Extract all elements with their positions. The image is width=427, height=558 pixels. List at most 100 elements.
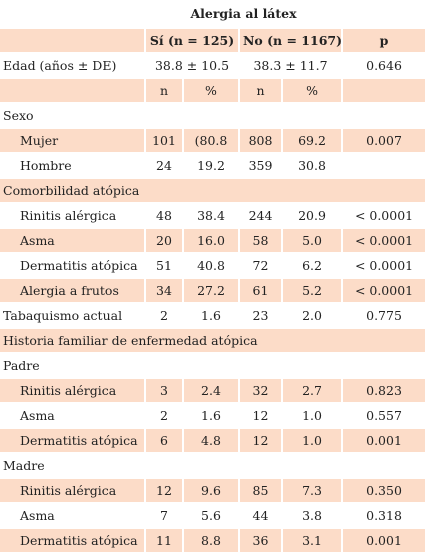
units-row: n % n %	[0, 79, 427, 104]
cell-pct-si: 4.8	[184, 429, 240, 454]
table-row: Edad (años ± DE) 38.8 ± 10.5 38.3 ± 11.7…	[0, 54, 427, 79]
table-row: Asma 2 1.6 12 1.0 0.557	[0, 404, 427, 429]
row-label: Hombre	[0, 154, 146, 179]
cell-n-no: 36	[240, 529, 283, 554]
row-label: Rinitis alérgica	[0, 204, 146, 229]
cell-pct-no: 1.0	[283, 404, 344, 429]
cell-p: 0.646	[343, 54, 427, 79]
cell-n-no: 12	[240, 404, 283, 429]
table-row: Dermatitis atópica 51 40.8 72 6.2 < 0.00…	[0, 254, 427, 279]
cell-n-no: 85	[240, 479, 283, 504]
cell-n-si: 12	[146, 479, 184, 504]
subsection-label: Madre	[0, 454, 427, 479]
row-label: Dermatitis atópica	[0, 429, 146, 454]
subsection-row: Padre	[0, 354, 427, 379]
header-p: p	[343, 29, 427, 54]
row-label: Dermatitis atópica	[0, 254, 146, 279]
cell-pct-no: 1.0	[283, 429, 344, 454]
cell-no: 38.3 ± 11.7	[240, 54, 344, 79]
table-row: Dermatitis atópica 6 4.8 12 1.0 0.001	[0, 429, 427, 454]
table-row: Asma 7 5.6 44 3.8 0.318	[0, 504, 427, 529]
section-row: Comorbilidad atópica	[0, 179, 427, 204]
cell-n-si: 34	[146, 279, 184, 304]
cell-n-no: 12	[240, 429, 283, 454]
unit-pct: %	[283, 79, 344, 104]
cell-pct-si: 5.6	[184, 504, 240, 529]
cell-pct-si: 1.6	[184, 304, 240, 329]
group-header-row: Sí (n = 125) No (n = 1167) p	[0, 29, 427, 54]
cell-n-si: 2	[146, 404, 184, 429]
cell-p	[343, 154, 427, 179]
row-label: Rinitis alérgica	[0, 379, 146, 404]
cell-n-no: 32	[240, 379, 283, 404]
cell-pct-no: 7.3	[283, 479, 344, 504]
section-row: Historia familiar de enfermedad atópica	[0, 329, 427, 354]
cell-pct-si: 8.8	[184, 529, 240, 554]
cell-p: 0.557	[343, 404, 427, 429]
table-row: Rinitis alérgica 48 38.4 244 20.9 < 0.00…	[0, 204, 427, 229]
cell-p: < 0.0001	[343, 204, 427, 229]
row-label: Dermatitis atópica	[0, 529, 146, 554]
unit-n: n	[240, 79, 283, 104]
cell-n-si: 20	[146, 229, 184, 254]
cell-n-si: 24	[146, 154, 184, 179]
row-label: Asma	[0, 229, 146, 254]
cell-pct-no: 2.7	[283, 379, 344, 404]
cell-si: 38.8 ± 10.5	[146, 54, 240, 79]
cell-n-si: 11	[146, 529, 184, 554]
cell-pct-si: 27.2	[184, 279, 240, 304]
cell-pct-si: 19.2	[184, 154, 240, 179]
cell-pct-si: 40.8	[184, 254, 240, 279]
cell-n-si: 48	[146, 204, 184, 229]
cell-n-no: 359	[240, 154, 283, 179]
cell-p: 0.823	[343, 379, 427, 404]
cell-p: 0.001	[343, 429, 427, 454]
table-row: Dermatitis atópica 11 8.8 36 3.1 0.001	[0, 529, 427, 554]
cell-pct-no: 5.0	[283, 229, 344, 254]
cell-pct-si: 16.0	[184, 229, 240, 254]
cell-pct-si: 1.6	[184, 404, 240, 429]
cell-pct-no: 69.2	[283, 129, 344, 154]
cell-p: < 0.0001	[343, 254, 427, 279]
table-row: Rinitis alérgica 12 9.6 85 7.3 0.350	[0, 479, 427, 504]
cell-p: 0.007	[343, 129, 427, 154]
table-row: Mujer 101 (80.8 808 69.2 0.007	[0, 129, 427, 154]
cell-pct-no: 2.0	[283, 304, 344, 329]
cell-n-no: 58	[240, 229, 283, 254]
cell-pct-no: 6.2	[283, 254, 344, 279]
cell-pct-no: 20.9	[283, 204, 344, 229]
cell-p: 0.350	[343, 479, 427, 504]
cell-n-no: 808	[240, 129, 283, 154]
cell-pct-no: 30.8	[283, 154, 344, 179]
cell-n-no: 244	[240, 204, 283, 229]
subsection-label: Padre	[0, 354, 427, 379]
cell-n-si: 3	[146, 379, 184, 404]
cell-n-si: 2	[146, 304, 184, 329]
cell-p: < 0.0001	[343, 229, 427, 254]
unit-n: n	[146, 79, 184, 104]
row-label: Tabaquismo actual	[0, 304, 146, 329]
section-row: Sexo	[0, 104, 427, 129]
header-si: Sí (n = 125)	[146, 29, 240, 54]
cell-pct-si: 9.6	[184, 479, 240, 504]
cell-pct-no: 3.1	[283, 529, 344, 554]
row-label: Alergia a frutos	[0, 279, 146, 304]
section-label: Sexo	[0, 104, 427, 129]
cell-n-si: 7	[146, 504, 184, 529]
table-row: Tabaquismo actual 2 1.6 23 2.0 0.775	[0, 304, 427, 329]
table-row: Asma 20 16.0 58 5.0 < 0.0001	[0, 229, 427, 254]
table-row: Rinitis alérgica 3 2.4 32 2.7 0.823	[0, 379, 427, 404]
row-label: Asma	[0, 504, 146, 529]
cell-pct-si: 38.4	[184, 204, 240, 229]
cell-n-si: 101	[146, 129, 184, 154]
cell-n-no: 72	[240, 254, 283, 279]
cell-pct-no: 5.2	[283, 279, 344, 304]
cell-p: 0.775	[343, 304, 427, 329]
table-title: Alergia al látex	[146, 0, 344, 29]
cell-p: 0.318	[343, 504, 427, 529]
section-label: Comorbilidad atópica	[0, 179, 427, 204]
cell-n-si: 6	[146, 429, 184, 454]
row-label: Mujer	[0, 129, 146, 154]
title-row: Alergia al látex	[0, 0, 427, 29]
